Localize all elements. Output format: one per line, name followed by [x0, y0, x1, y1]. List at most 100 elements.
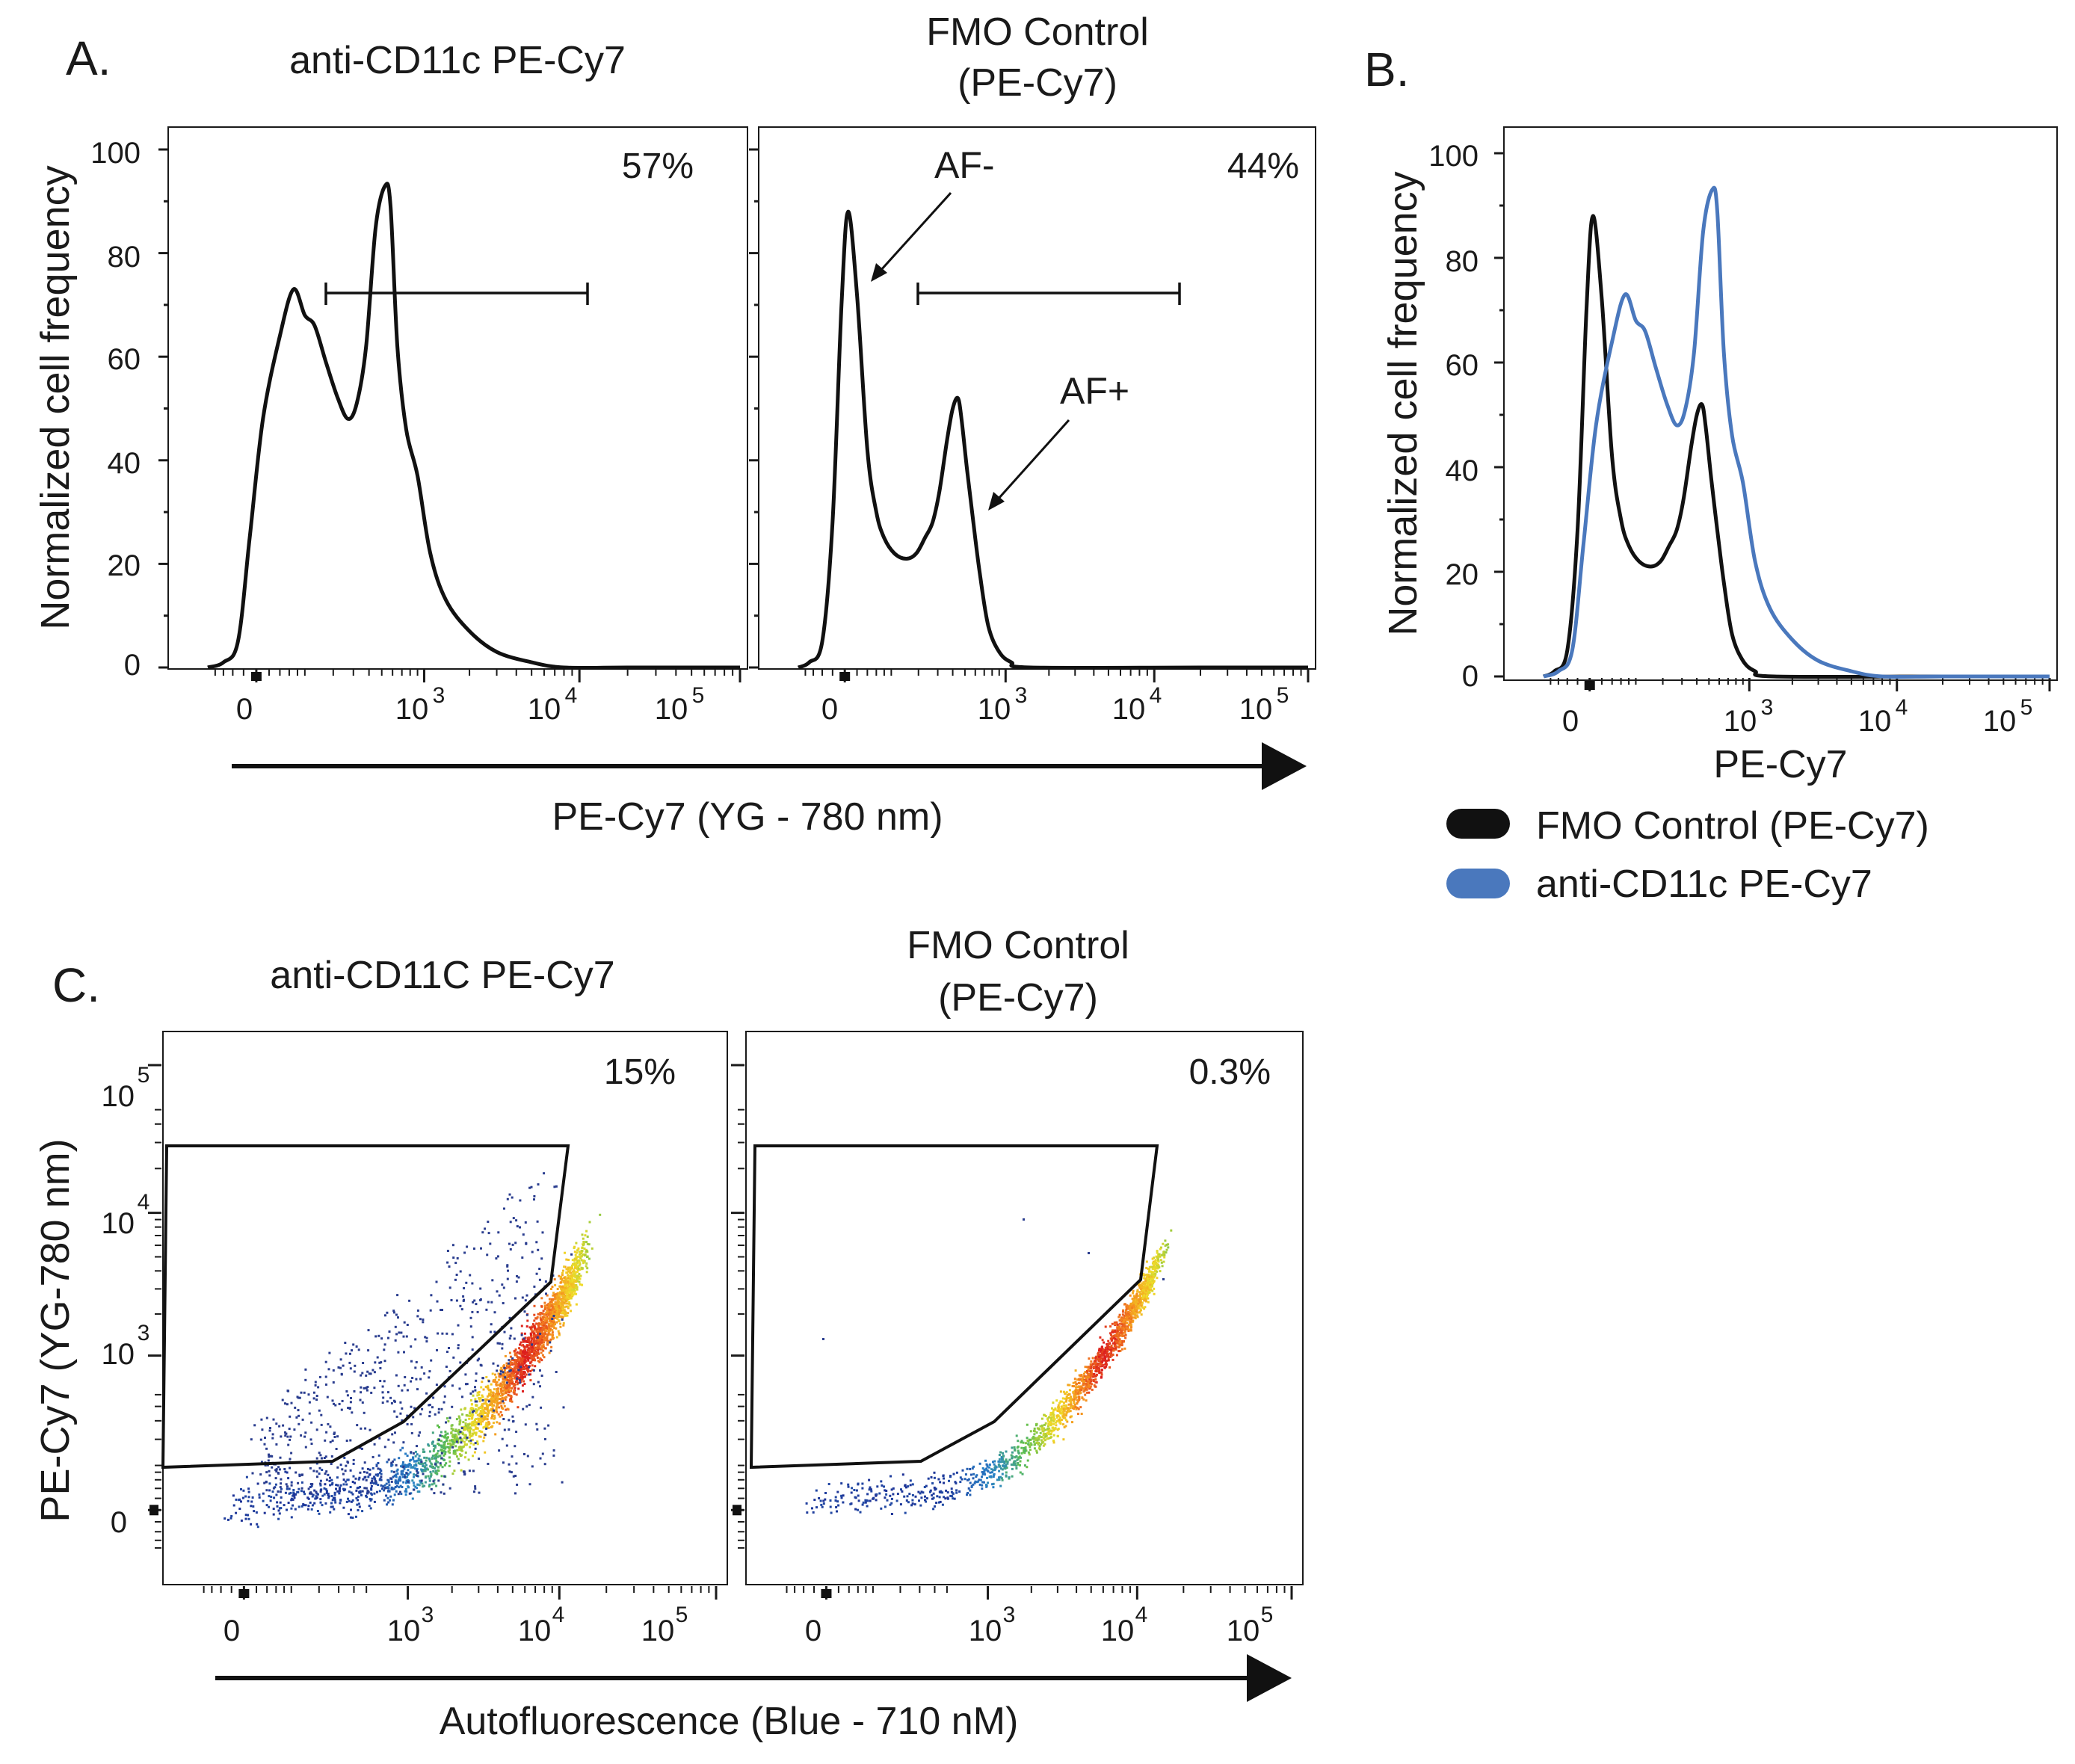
scatter-point [870, 1488, 872, 1491]
scatter-point [397, 1351, 400, 1354]
scatter-point [292, 1498, 295, 1501]
scatter-point [1119, 1349, 1122, 1352]
scatter-point [1077, 1407, 1080, 1410]
scatter-point [345, 1352, 348, 1355]
scatter-point [244, 1495, 247, 1498]
scatter-point [1005, 1475, 1008, 1478]
scatter-point [503, 1207, 505, 1210]
scatter-point [1118, 1331, 1121, 1334]
scatter-point [517, 1387, 520, 1390]
scatter-point [1094, 1359, 1097, 1362]
scatter-point [539, 1312, 542, 1315]
scatter-point [523, 1366, 526, 1369]
scatter-point [1109, 1366, 1111, 1369]
scatter-point [556, 1307, 559, 1310]
scatter-point [471, 1336, 474, 1339]
scatter-point [1121, 1313, 1124, 1316]
scatter-point [576, 1249, 579, 1252]
scatter-point [340, 1373, 343, 1376]
scatter-point [850, 1491, 853, 1494]
scatter-point [1146, 1283, 1149, 1286]
scatter-point [533, 1358, 536, 1361]
scatter-point [531, 1343, 534, 1346]
scatter-point [1147, 1288, 1150, 1290]
scatter-point [1020, 1456, 1023, 1459]
panel-a-right-x-tick-labels: 0 10 3 10 4 10 5 [821, 683, 1289, 726]
scatter-point [549, 1320, 552, 1323]
scatter-point [1152, 1260, 1155, 1263]
scatter-point [445, 1462, 448, 1465]
scatter-point [414, 1467, 417, 1470]
scatter-point [461, 1413, 464, 1416]
scatter-point [1070, 1402, 1073, 1405]
scatter-point [533, 1328, 536, 1331]
scatter-point [373, 1500, 376, 1503]
scatter-point [442, 1483, 445, 1486]
scatter-point [884, 1496, 887, 1499]
scatter-point [247, 1496, 250, 1499]
scatter-point [289, 1438, 292, 1441]
scatter-point [382, 1485, 385, 1488]
scatter-point [985, 1485, 988, 1488]
scatter-point [1138, 1286, 1141, 1289]
scatter-point [279, 1490, 282, 1493]
scatter-point [511, 1243, 514, 1246]
scatter-point [567, 1277, 570, 1280]
scatter-point [498, 1406, 500, 1409]
scatter-point [469, 1427, 472, 1430]
scatter-point [1127, 1330, 1130, 1332]
scatter-point [383, 1343, 386, 1346]
scatter-point [545, 1339, 547, 1342]
scatter-point [1073, 1398, 1076, 1401]
scatter-point [576, 1288, 579, 1291]
scatter-point [431, 1458, 434, 1460]
scatter-point [446, 1417, 448, 1420]
scatter-point [475, 1303, 478, 1306]
scatter-point [972, 1472, 975, 1475]
scatter-point [515, 1393, 518, 1396]
y-tick-label: 40 [108, 447, 141, 480]
scatter-point [397, 1316, 399, 1319]
scatter-point [470, 1403, 473, 1406]
scatter-point [378, 1478, 381, 1481]
scatter-point [586, 1236, 589, 1238]
scatter-point [520, 1332, 523, 1335]
scatter-point [1129, 1324, 1132, 1327]
scatter-point [1140, 1288, 1143, 1291]
scatter-point [475, 1423, 478, 1425]
scatter-point [1116, 1323, 1119, 1326]
scatter-point [416, 1490, 419, 1493]
scatter-point [561, 1299, 564, 1302]
scatter-point [560, 1309, 563, 1312]
scatter-point [498, 1422, 501, 1425]
scatter-point [1020, 1452, 1023, 1455]
scatter-point [1106, 1348, 1109, 1350]
scatter-point [330, 1455, 333, 1458]
scatter-point [481, 1394, 484, 1397]
scatter-point [285, 1432, 288, 1435]
scatter-point [1001, 1458, 1003, 1461]
scatter-point [373, 1475, 376, 1478]
scatter-point [447, 1420, 450, 1422]
scatter-point [580, 1259, 583, 1262]
scatter-point [302, 1503, 305, 1506]
scatter-point [1150, 1265, 1153, 1268]
scatter-point [455, 1438, 458, 1441]
scatter-point [1049, 1437, 1052, 1439]
scatter-point [987, 1470, 990, 1473]
scatter-point [448, 1439, 451, 1442]
scatter-point [1020, 1446, 1023, 1449]
scatter-point [470, 1413, 473, 1416]
scatter-point [510, 1327, 513, 1330]
scatter-point [509, 1369, 512, 1372]
scatter-point [366, 1492, 369, 1495]
scatter-point [268, 1495, 271, 1498]
scatter-point [964, 1473, 967, 1476]
scatter-point [412, 1466, 415, 1469]
scatter-point [1127, 1310, 1130, 1313]
scatter-point [842, 1501, 845, 1504]
scatter-point [937, 1478, 940, 1481]
scatter-point [493, 1311, 496, 1314]
scatter-point [1132, 1319, 1135, 1322]
scatter-point [555, 1321, 558, 1324]
